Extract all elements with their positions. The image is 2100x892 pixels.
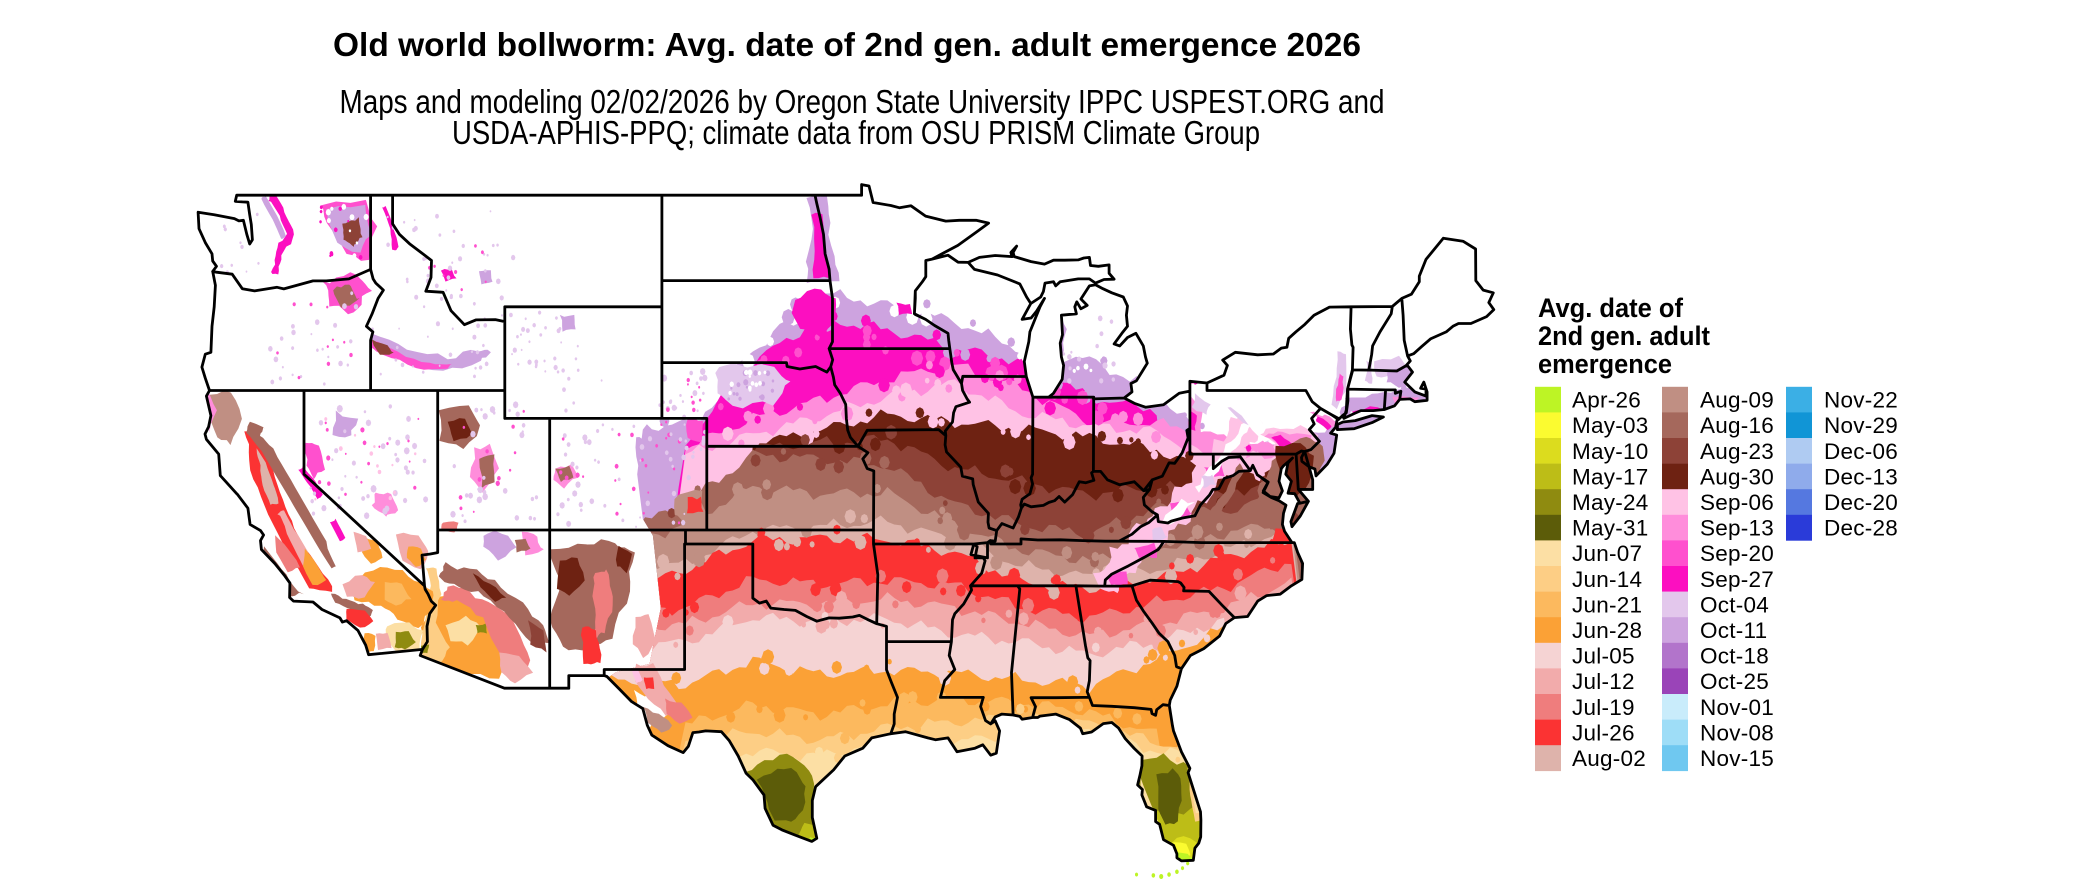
svg-text:Jul-26: Jul-26 <box>1572 720 1635 745</box>
svg-text:Jun-14: Jun-14 <box>1572 567 1642 592</box>
svg-text:USDA-APHIS-PPQ; climate data f: USDA-APHIS-PPQ; climate data from OSU PR… <box>452 114 1260 151</box>
svg-text:emergence: emergence <box>1538 349 1672 379</box>
svg-text:Jul-05: Jul-05 <box>1572 644 1635 669</box>
svg-text:Oct-11: Oct-11 <box>1700 618 1767 643</box>
svg-text:Jun-21: Jun-21 <box>1572 592 1642 617</box>
svg-text:Sep-20: Sep-20 <box>1700 541 1774 566</box>
svg-text:Nov-22: Nov-22 <box>1824 388 1898 413</box>
svg-text:Jun-28: Jun-28 <box>1572 618 1642 643</box>
svg-text:2nd gen. adult: 2nd gen. adult <box>1538 321 1710 351</box>
svg-text:Old world bollworm: Avg. date: Old world bollworm: Avg. date of 2nd gen… <box>333 27 1361 64</box>
svg-text:May-10: May-10 <box>1572 439 1649 464</box>
svg-text:Dec-13: Dec-13 <box>1824 464 1898 489</box>
svg-text:May-03: May-03 <box>1572 413 1649 438</box>
svg-text:Nov-08: Nov-08 <box>1700 720 1774 745</box>
svg-text:Maps and modeling 02/02/2026 b: Maps and modeling 02/02/2026 by Oregon S… <box>340 83 1385 120</box>
svg-text:Nov-15: Nov-15 <box>1700 746 1774 771</box>
svg-text:Sep-06: Sep-06 <box>1700 490 1774 515</box>
svg-text:Jul-12: Jul-12 <box>1572 669 1635 694</box>
svg-text:Oct-25: Oct-25 <box>1700 669 1769 694</box>
svg-text:Oct-04: Oct-04 <box>1700 592 1769 617</box>
svg-text:Jul-19: Jul-19 <box>1572 695 1635 720</box>
svg-text:Avg. date of: Avg. date of <box>1538 293 1684 323</box>
svg-text:Apr-26: Apr-26 <box>1572 388 1641 413</box>
svg-text:Dec-28: Dec-28 <box>1824 516 1898 541</box>
svg-text:Dec-06: Dec-06 <box>1824 439 1898 464</box>
svg-text:Sep-13: Sep-13 <box>1700 516 1774 541</box>
svg-text:Aug-23: Aug-23 <box>1700 439 1774 464</box>
svg-text:Nov-01: Nov-01 <box>1700 695 1774 720</box>
svg-text:Jun-07: Jun-07 <box>1572 541 1642 566</box>
svg-text:Aug-30: Aug-30 <box>1700 464 1774 489</box>
svg-text:Nov-29: Nov-29 <box>1824 413 1898 438</box>
svg-text:Oct-18: Oct-18 <box>1700 644 1769 669</box>
svg-text:Aug-09: Aug-09 <box>1700 388 1774 413</box>
svg-text:Dec-20: Dec-20 <box>1824 490 1898 515</box>
svg-text:Aug-02: Aug-02 <box>1572 746 1646 771</box>
svg-text:Sep-27: Sep-27 <box>1700 567 1774 592</box>
svg-text:May-31: May-31 <box>1572 516 1649 541</box>
svg-text:May-17: May-17 <box>1572 464 1649 489</box>
svg-text:Aug-16: Aug-16 <box>1700 413 1774 438</box>
svg-text:May-24: May-24 <box>1572 490 1649 515</box>
